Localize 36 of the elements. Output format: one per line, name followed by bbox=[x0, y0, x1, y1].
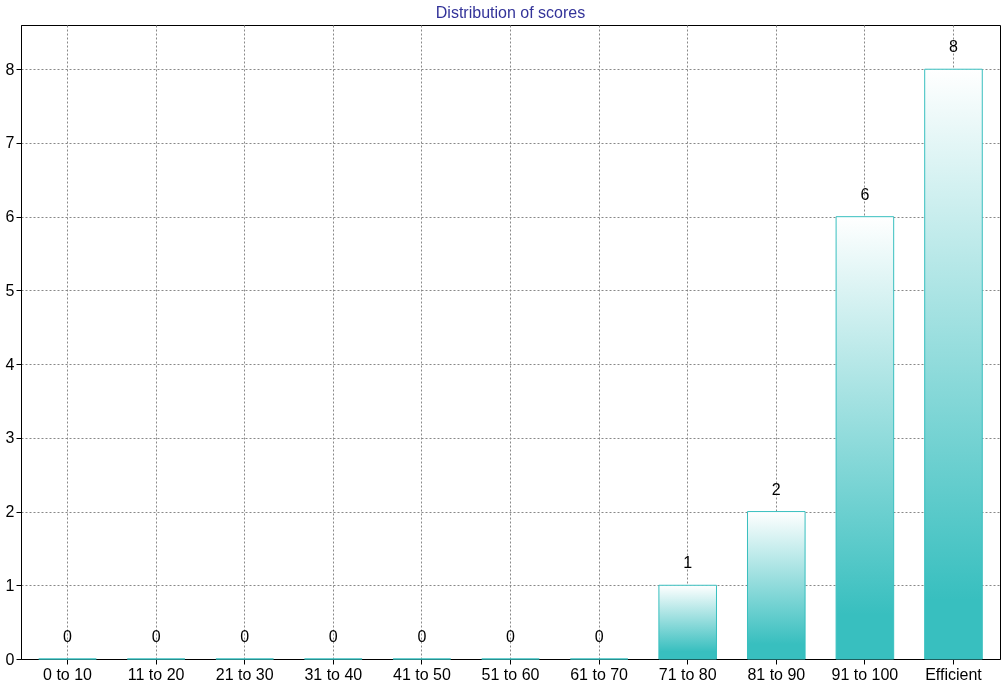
bar bbox=[747, 511, 806, 660]
x-tick-label: 91 to 100 bbox=[831, 665, 899, 683]
data-label: 1 bbox=[683, 554, 693, 572]
bar bbox=[658, 584, 717, 660]
chart-title: Distribution of scores bbox=[435, 4, 586, 21]
x-tick-label: 31 to 40 bbox=[304, 665, 363, 683]
x-tick-label: 21 to 30 bbox=[215, 665, 274, 683]
y-tick-label: 3 bbox=[5, 429, 15, 447]
bar bbox=[924, 68, 983, 660]
bar bbox=[835, 216, 895, 660]
x-tick-label: 51 to 60 bbox=[481, 665, 540, 683]
data-label: 0 bbox=[328, 628, 338, 645]
data-label: 0 bbox=[417, 628, 427, 645]
x-tick-label: 71 to 80 bbox=[658, 665, 717, 683]
data-label: 0 bbox=[594, 628, 604, 645]
data-label: 0 bbox=[151, 628, 161, 645]
y-tick-label: 2 bbox=[5, 503, 15, 521]
x-tick-label: 61 to 70 bbox=[570, 665, 629, 683]
x-tick-label: 41 to 50 bbox=[392, 665, 451, 683]
data-label: 8 bbox=[949, 38, 959, 56]
data-label: 0 bbox=[506, 628, 516, 645]
y-tick-label: 7 bbox=[5, 134, 15, 152]
data-label: 6 bbox=[860, 185, 870, 203]
data-label: 2 bbox=[771, 480, 781, 498]
y-tick-label: 1 bbox=[5, 576, 15, 594]
y-tick-label: 4 bbox=[5, 355, 15, 373]
x-tick-label: 0 to 10 bbox=[43, 665, 93, 683]
y-tick-label: 8 bbox=[5, 60, 15, 78]
data-label: 0 bbox=[240, 628, 250, 645]
y-tick-label: 0 bbox=[5, 650, 15, 668]
x-tick-label: 11 to 20 bbox=[127, 665, 185, 683]
data-label: 0 bbox=[63, 628, 73, 645]
x-tick-label: Efficient bbox=[925, 665, 983, 683]
x-tick-label: 81 to 90 bbox=[747, 665, 806, 683]
y-tick-label: 6 bbox=[5, 208, 15, 226]
y-tick-label: 5 bbox=[5, 281, 15, 299]
